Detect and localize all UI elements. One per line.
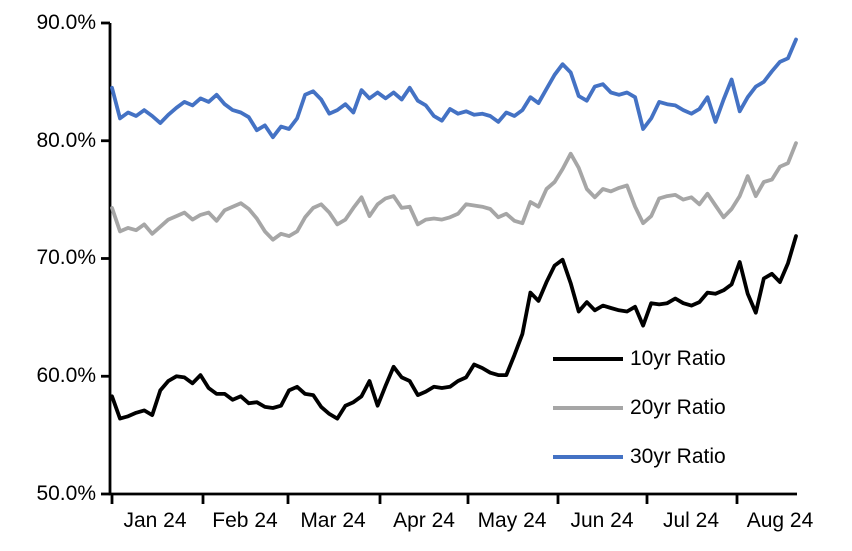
legend-swatch-20yr [553, 405, 623, 410]
series-10yr-ratio [110, 234, 798, 421]
legend-label-20yr: 20yr Ratio [630, 395, 726, 419]
series-30yr-ratio [110, 37, 798, 140]
legend-label-30yr: 30yr Ratio [630, 444, 726, 468]
legend-label-10yr: 10yr Ratio [630, 346, 726, 370]
x-axis-label-apr: Apr 24 [393, 509, 455, 532]
y-axis-label-90: 90.0% [36, 11, 96, 34]
y-axis-label-70: 70.0% [36, 246, 96, 269]
x-axis-label-mar: Mar 24 [300, 509, 366, 532]
legend-swatch-30yr [553, 454, 623, 459]
legend-item-30yr: 30yr Ratio [553, 443, 726, 470]
series-20yr-ratio [110, 141, 798, 242]
y-axis-label-50: 50.0% [36, 482, 96, 505]
y-axis-label-60: 60.0% [36, 364, 96, 387]
legend-swatch-10yr [553, 356, 623, 361]
legend: 10yr Ratio 20yr Ratio 30yr Ratio [553, 345, 726, 492]
y-axis-label-80: 80.0% [36, 129, 96, 152]
x-axis-label-jan: Jan 24 [123, 509, 187, 532]
legend-item-10yr: 10yr Ratio [553, 345, 726, 372]
legend-item-20yr: 20yr Ratio [553, 394, 726, 421]
x-axis-label-may: May 24 [477, 509, 547, 532]
x-axis-label-aug: Aug 24 [746, 509, 814, 532]
x-axis-label-jun: Jun 24 [570, 509, 634, 532]
x-axis-label-feb: Feb 24 [212, 509, 278, 532]
x-axis-label-jul: Jul 24 [662, 509, 720, 532]
